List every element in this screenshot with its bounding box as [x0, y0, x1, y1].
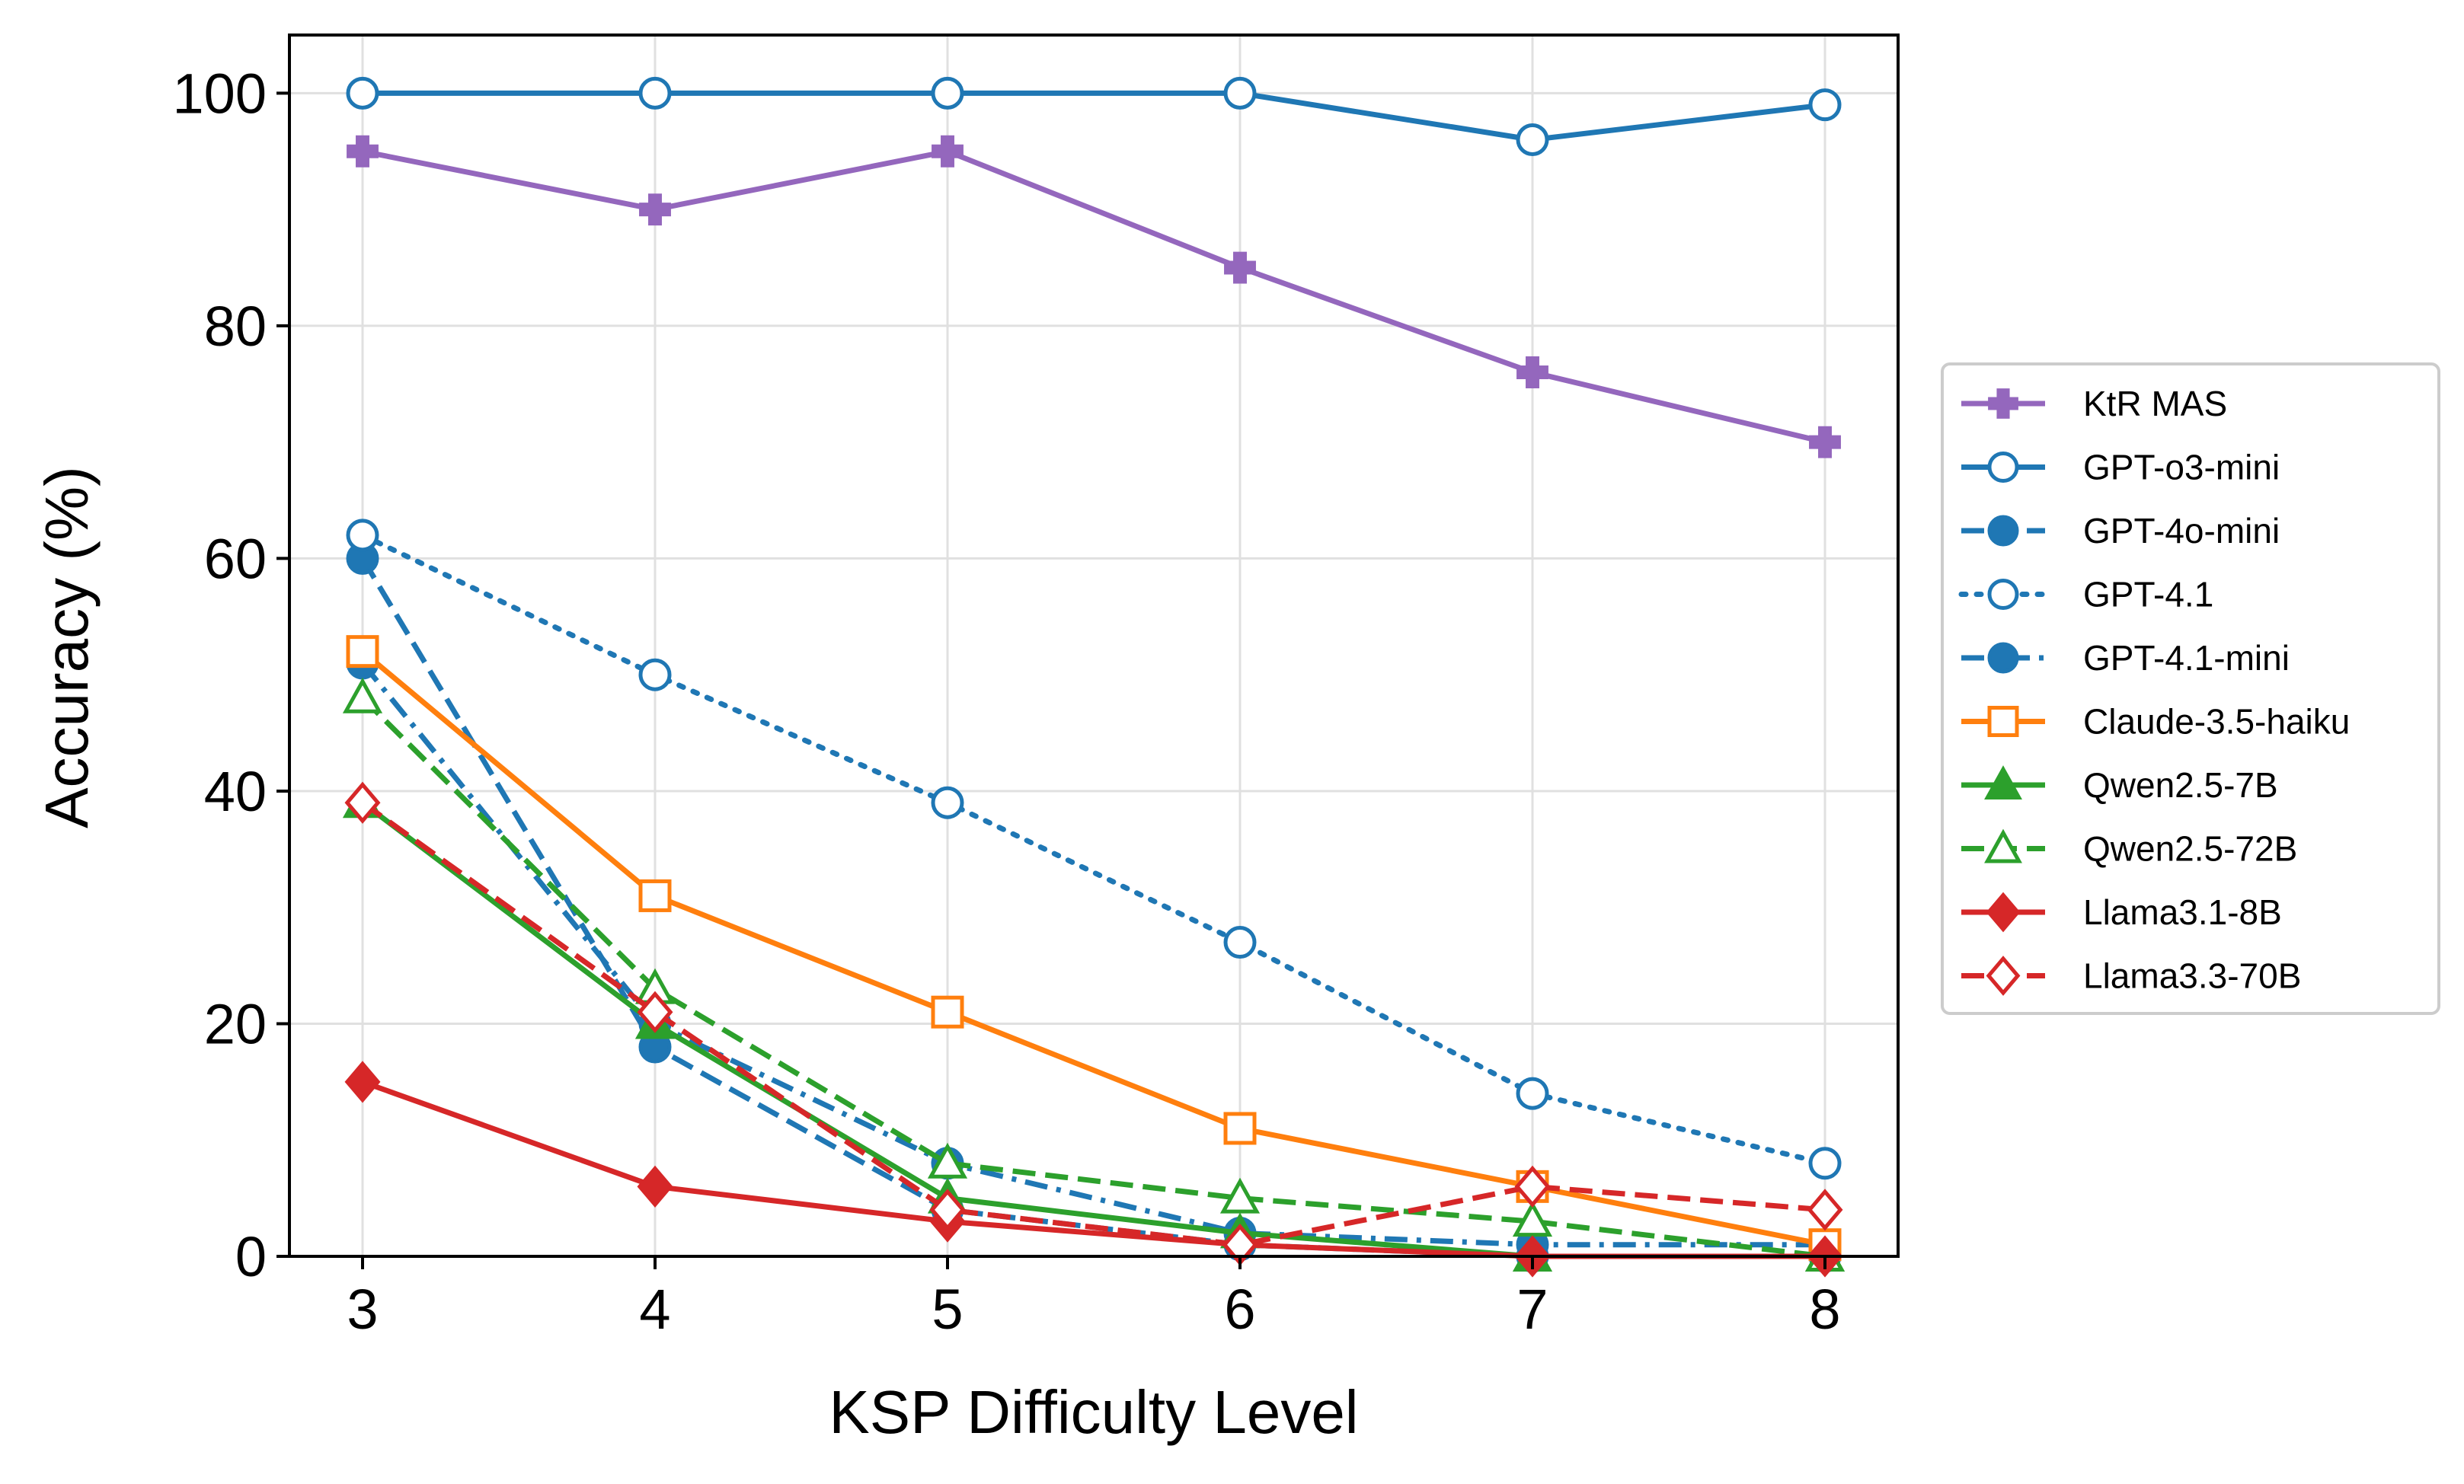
data-point	[638, 879, 672, 912]
y-tick-label: 40	[204, 760, 267, 823]
series-ktr-mas	[347, 135, 1841, 458]
data-point	[344, 1061, 381, 1103]
data-point	[1223, 1112, 1257, 1145]
legend-item: Qwen2.5-72B	[1961, 829, 2297, 869]
data-point	[1809, 426, 1841, 458]
x-tick-label: 4	[639, 1278, 670, 1341]
legend-label: Llama3.3-70B	[2083, 956, 2301, 996]
legend-marker	[1987, 706, 2019, 737]
data-point	[1516, 356, 1548, 388]
y-tick-label: 100	[173, 62, 267, 125]
data-point	[346, 76, 379, 110]
data-point	[342, 677, 383, 713]
y-tick-label: 60	[204, 527, 267, 590]
x-axis-label: KSP Difficulty Level	[829, 1378, 1358, 1446]
legend-item: Llama3.3-70B	[1961, 956, 2301, 996]
legend-marker	[1986, 956, 2021, 996]
data-point	[929, 1189, 966, 1231]
series-gpt-o3-mini	[346, 76, 1842, 156]
series-line	[360, 661, 1825, 1248]
legend-item: GPT-o3-mini	[1961, 448, 2280, 487]
data-point	[1516, 123, 1549, 156]
series-qwen2-5-72b	[342, 677, 1846, 1272]
data-point	[1219, 1177, 1261, 1214]
data-point	[346, 635, 379, 669]
legend-item: GPT-4.1	[1958, 575, 2213, 614]
series-line	[360, 532, 1828, 1166]
data-point	[1224, 251, 1256, 284]
data-point	[1223, 926, 1257, 959]
data-point	[637, 991, 673, 1033]
data-point	[344, 781, 381, 824]
legend-label: Qwen2.5-72B	[2083, 829, 2297, 869]
series-gpt-4-1	[346, 519, 1842, 1180]
legend-label: Qwen2.5-7B	[2083, 765, 2278, 805]
plot-frame	[288, 34, 1900, 1258]
legend-marker	[1987, 515, 2019, 547]
x-tick-label: 7	[1516, 1278, 1548, 1341]
data-point	[931, 786, 964, 819]
data-point	[932, 135, 964, 168]
y-axis-label: Accuracy (%)	[33, 466, 101, 828]
legend-label: Claude-3.5-haiku	[2083, 702, 2350, 742]
data-point	[1223, 76, 1257, 110]
legend-label: GPT-4.1-mini	[2083, 638, 2290, 678]
series-llama3-3-70b	[344, 781, 1843, 1266]
legend-marker	[1987, 579, 2019, 610]
legend-label: GPT-4.1	[2083, 575, 2213, 614]
data-point	[1808, 1147, 1842, 1180]
legend-marker	[1988, 388, 2018, 419]
legend-box	[1941, 362, 2440, 1015]
legend-item: GPT-4o-mini	[1961, 511, 2280, 551]
legend-label: KtR MAS	[2083, 384, 2227, 423]
legend-marker	[1984, 828, 2022, 863]
x-tick-label: 8	[1809, 1278, 1840, 1341]
legend-label: GPT-o3-mini	[2083, 448, 2280, 487]
y-tick-label: 80	[204, 295, 267, 358]
data-point	[347, 135, 379, 168]
data-point	[1807, 1189, 1843, 1231]
series-line	[362, 148, 1826, 445]
legend-item: Qwen2.5-7B	[1961, 765, 2278, 805]
data-point	[1512, 1201, 1553, 1237]
series-line	[360, 649, 1826, 1248]
data-point	[1514, 1165, 1551, 1208]
data-point	[1808, 88, 1842, 122]
legend-label: Llama3.1-8B	[2083, 892, 2282, 932]
data-point	[637, 1165, 673, 1208]
data-point	[1516, 1077, 1549, 1110]
legend-item: GPT-4.1-mini	[1961, 638, 2290, 678]
series-line	[363, 90, 1826, 142]
legend-item: KtR MAS	[1961, 384, 2227, 423]
data-point	[639, 193, 671, 226]
legend-item: Claude-3.5-haiku	[1961, 702, 2350, 742]
y-tick-label: 20	[204, 992, 267, 1055]
data-point	[346, 519, 379, 552]
legend-marker	[1987, 452, 2019, 483]
legend: KtR MAS GPT-o3-mini GPT-4o-mini GPT-4.1 GPT-…	[1941, 362, 2440, 1015]
x-tick-label: 3	[347, 1278, 378, 1341]
data-point	[638, 76, 672, 110]
legend-marker	[1984, 765, 2022, 800]
series-line	[360, 800, 1826, 1248]
x-tick-label: 5	[932, 1278, 963, 1341]
gridlines	[289, 35, 1898, 1258]
x-tick-label: 6	[1224, 1278, 1255, 1341]
data-point	[931, 995, 964, 1029]
legend-marker	[1987, 642, 2019, 674]
legend-label: GPT-4o-mini	[2083, 511, 2280, 551]
data-point	[638, 658, 672, 691]
series-line	[360, 696, 1826, 1259]
legend-item: Llama3.1-8B	[1961, 892, 2282, 933]
data-point	[931, 76, 964, 110]
data-point	[927, 1142, 968, 1179]
legend-marker	[1986, 892, 2021, 933]
y-tick-label: 0	[235, 1225, 267, 1288]
